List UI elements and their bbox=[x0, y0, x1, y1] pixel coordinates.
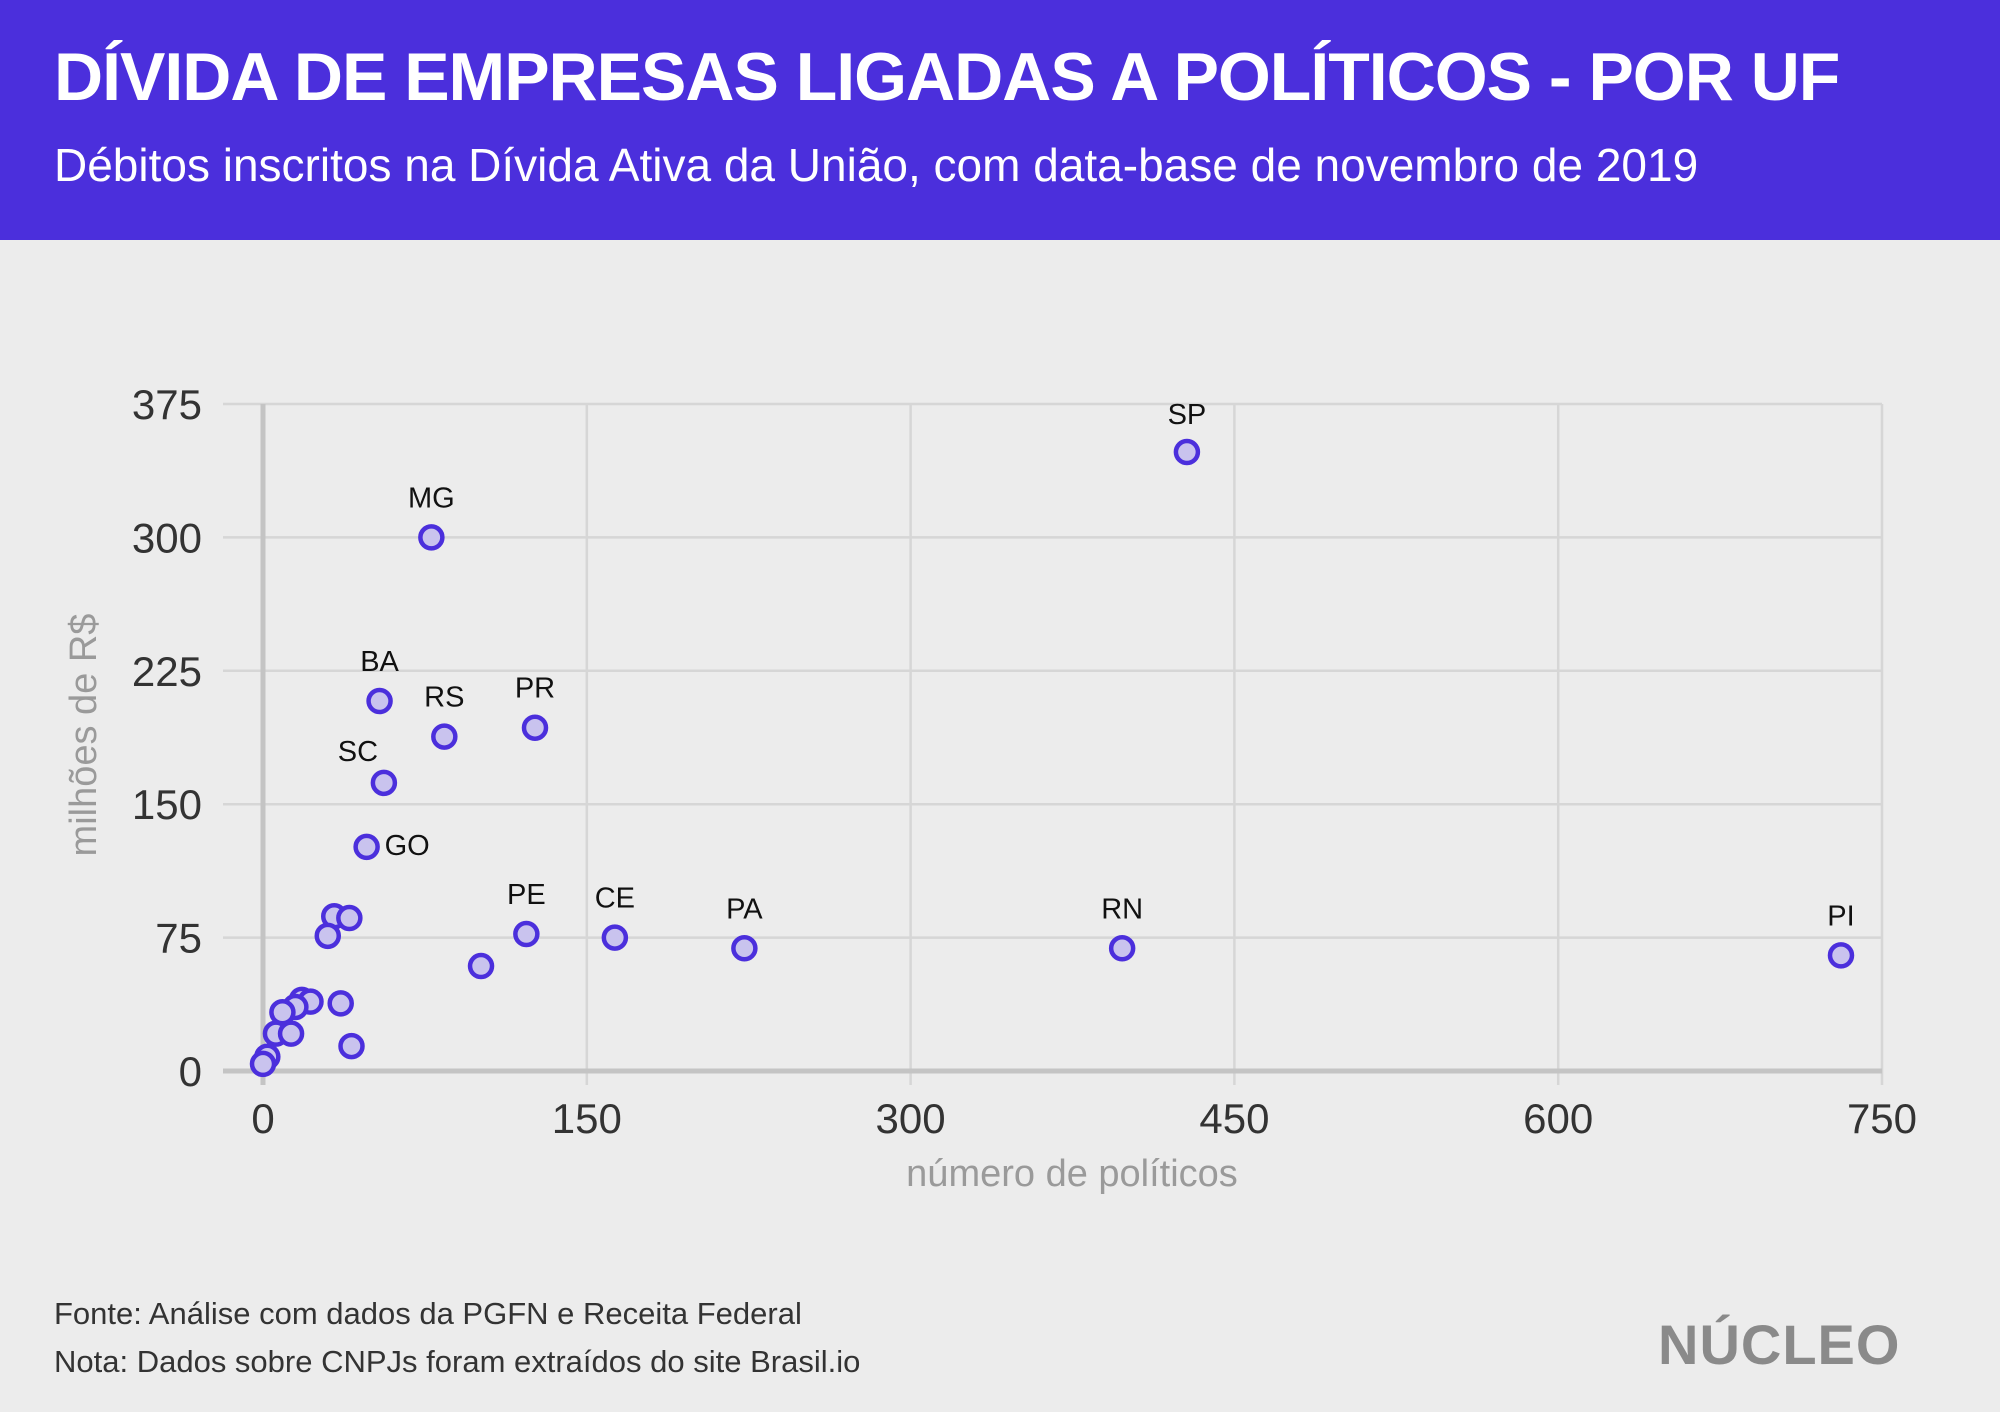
point-label-sp: SP bbox=[1168, 399, 1207, 431]
x-tick-label: 750 bbox=[1847, 1095, 1917, 1142]
data-point bbox=[336, 904, 363, 932]
point-label-pi: PI bbox=[1827, 900, 1854, 932]
data-point-rs bbox=[431, 723, 458, 750]
data-point-pr bbox=[521, 714, 549, 741]
y-tick-label: 300 bbox=[132, 514, 202, 561]
data-point-mg bbox=[418, 524, 445, 551]
y-tick-label: 375 bbox=[132, 381, 202, 428]
x-tick-label: 300 bbox=[876, 1095, 946, 1142]
point-label-ba: BA bbox=[360, 646, 399, 678]
chart-title: DÍVIDA DE EMPRESAS LIGADAS A POLÍTICOS -… bbox=[54, 39, 1840, 115]
data-point-pe bbox=[513, 920, 540, 948]
data-point-pi bbox=[1827, 942, 1855, 969]
data-point bbox=[314, 922, 342, 950]
data-point-ce bbox=[601, 924, 629, 951]
header-banner: DÍVIDA DE EMPRESAS LIGADAS A POLÍTICOS -… bbox=[0, 0, 2000, 240]
point-label-ce: CE bbox=[595, 883, 635, 915]
point-label-mg: MG bbox=[408, 482, 455, 514]
y-axis-label: milhões de R$ bbox=[63, 614, 105, 857]
nucleo-logo: NÚCLEO bbox=[1658, 1313, 1901, 1376]
point-label-sc: SC bbox=[338, 736, 378, 768]
point-label-rn: RN bbox=[1101, 893, 1143, 925]
data-point-sc bbox=[370, 769, 398, 797]
point-label-pr: PR bbox=[515, 673, 555, 705]
point-label-go: GO bbox=[385, 830, 430, 862]
point-label-pe: PE bbox=[507, 879, 546, 911]
data-point bbox=[249, 1050, 277, 1078]
y-tick-label: 150 bbox=[132, 781, 202, 828]
data-point-sp bbox=[1173, 438, 1201, 466]
x-tick-label: 450 bbox=[1199, 1095, 1269, 1142]
footer-note: Nota: Dados sobre CNPJs foram extraídos … bbox=[54, 1344, 861, 1379]
data-point bbox=[269, 999, 296, 1026]
data-point bbox=[338, 1032, 365, 1060]
footer-source: Fonte: Análise com dados da PGFN e Recei… bbox=[54, 1296, 802, 1331]
data-point-rn bbox=[1108, 935, 1136, 962]
data-point bbox=[277, 1020, 305, 1047]
y-tick-label: 0 bbox=[179, 1048, 202, 1095]
x-axis-label: número de políticos bbox=[906, 1153, 1238, 1195]
y-tick-label: 75 bbox=[155, 915, 202, 962]
data-point bbox=[467, 952, 495, 980]
x-tick-label: 0 bbox=[251, 1095, 274, 1142]
point-label-rs: RS bbox=[424, 682, 464, 714]
scatter-chart: 0 75 150 225 300 375 0 150 300 450 600 750 número de… bbox=[63, 381, 1917, 1195]
data-point bbox=[327, 990, 354, 1017]
point-label-pa: PA bbox=[726, 893, 763, 925]
x-tick-label: 150 bbox=[552, 1095, 622, 1142]
data-point-go bbox=[353, 833, 380, 861]
data-point-ba bbox=[366, 687, 393, 715]
data-point-pa bbox=[731, 935, 758, 962]
y-tick-label: 225 bbox=[132, 648, 202, 695]
chart-subtitle: Débitos inscritos na Dívida Ativa da Uni… bbox=[54, 139, 1699, 191]
x-tick-label: 600 bbox=[1523, 1095, 1593, 1142]
